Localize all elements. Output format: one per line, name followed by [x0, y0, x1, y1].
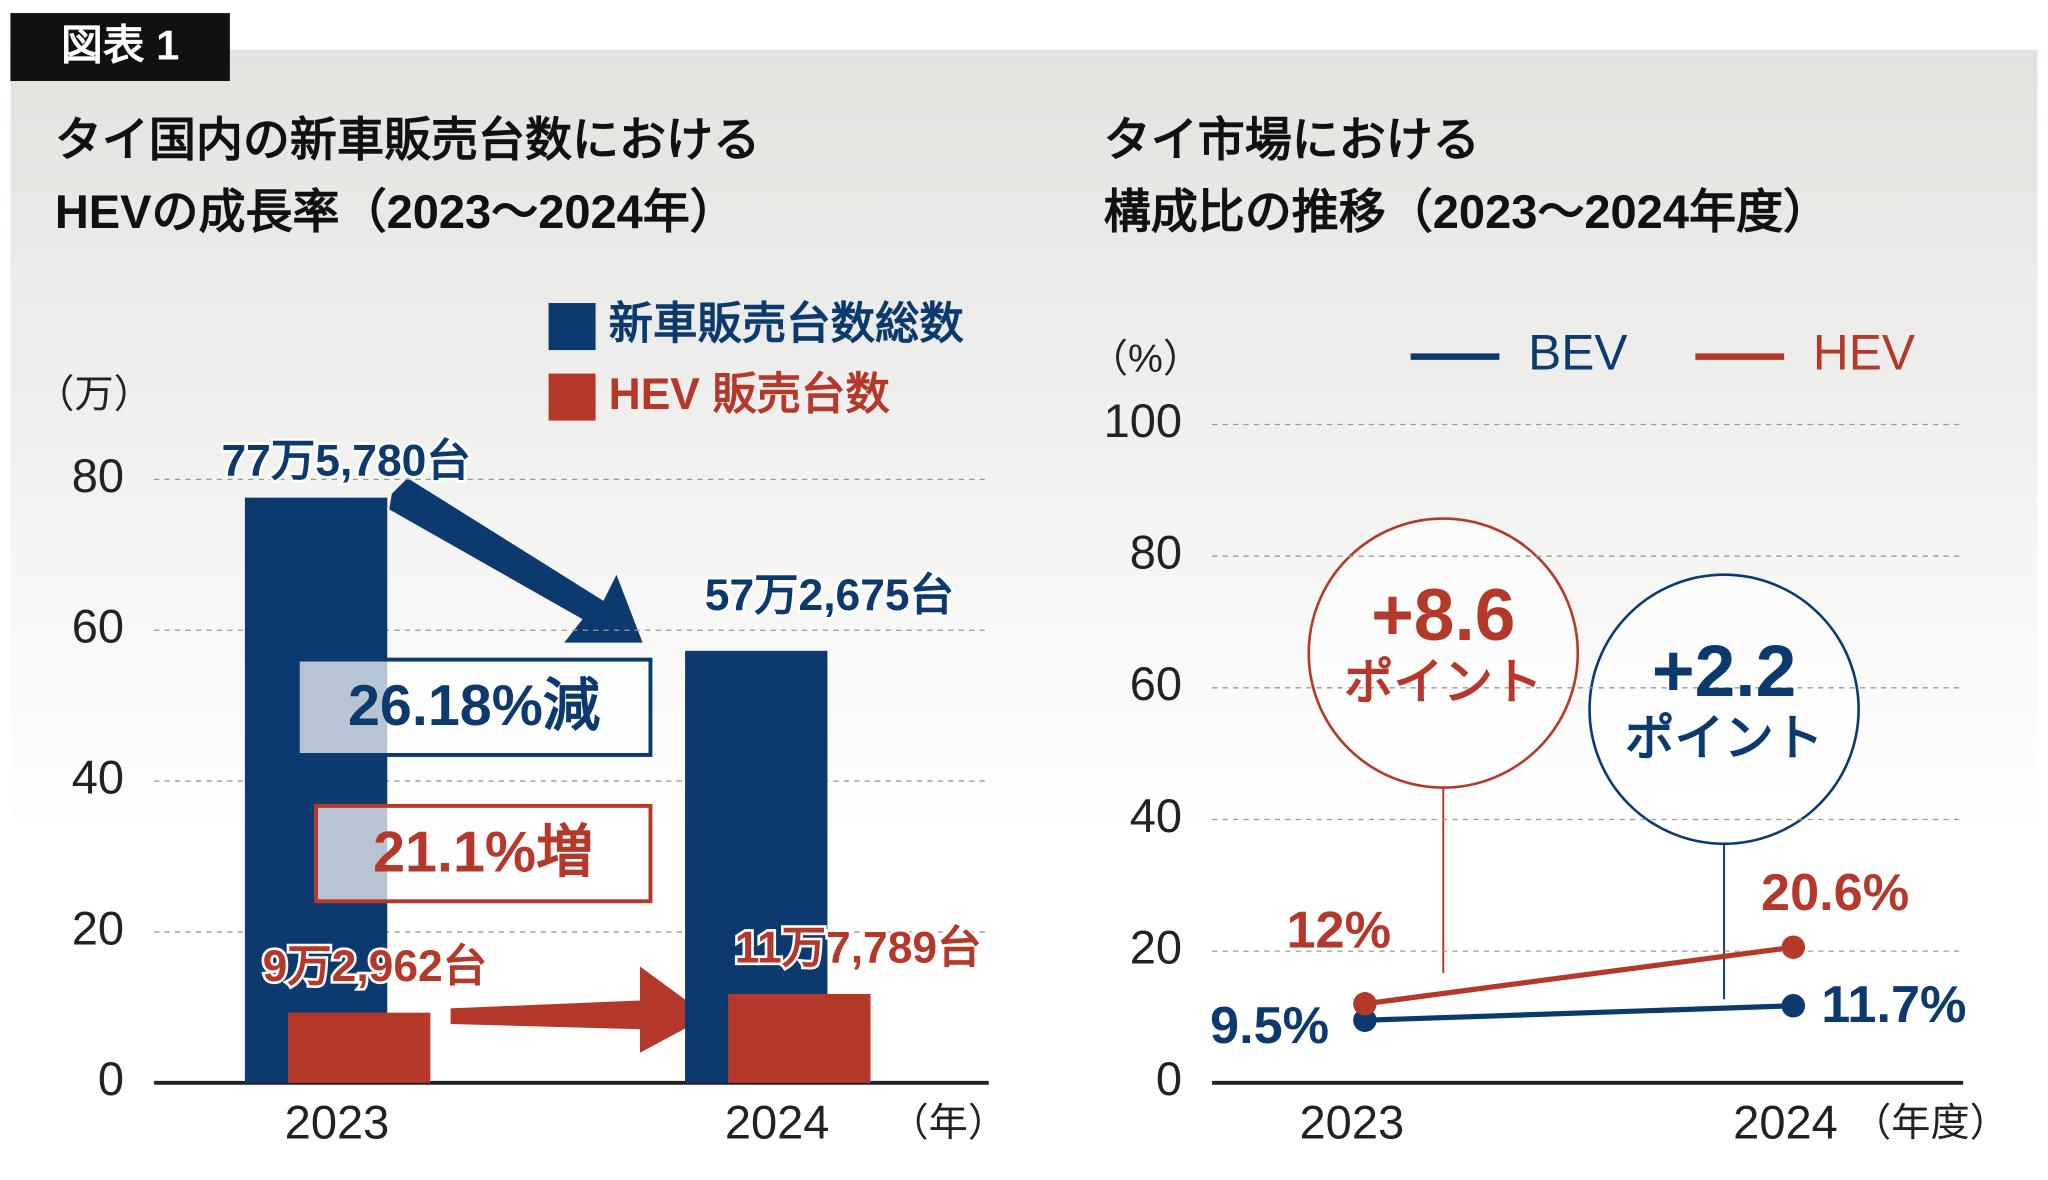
- value-label: 11.7%: [1821, 976, 1966, 1034]
- x-axis-label: （年）: [889, 1102, 1007, 1145]
- y-tick-label: 20: [72, 901, 124, 954]
- callout-circle: [1307, 517, 1580, 789]
- legend-swatch: [548, 303, 596, 351]
- annotation: 26.18%減: [348, 674, 600, 738]
- figure-label-box: [10, 13, 230, 82]
- y-tick-label: 0: [1156, 1052, 1182, 1105]
- growth-arrow: [450, 966, 708, 1053]
- legend-label: BEV: [1528, 325, 1627, 381]
- x-axis-label: （年度）: [1852, 1102, 2009, 1145]
- y-tick-label: 0: [98, 1052, 124, 1105]
- annotation: +8.6: [1371, 575, 1515, 656]
- legend-label: HEV: [1813, 325, 1915, 381]
- charts: タイ国内の新車販売台数における HEVの成長率（2023～2024年） （万） （年）…: [35, 113, 2009, 1148]
- point: [1781, 994, 1806, 1018]
- annotation: 21.1%増: [373, 820, 593, 884]
- point: [1353, 1008, 1377, 1033]
- y-axis-label: （万）: [35, 373, 153, 416]
- annotation-sub: ポイント: [1344, 654, 1543, 710]
- y-tick-label: 80: [72, 449, 124, 502]
- annotation-box: [295, 657, 653, 757]
- chart-title: タイ市場における: [1104, 113, 1480, 166]
- line: [1364, 944, 1794, 1007]
- value-label: 11万7,789台: [735, 924, 982, 973]
- value-label: 12%: [1287, 902, 1392, 960]
- legend-label: HEV 販売台数: [609, 370, 891, 419]
- legend-label: 新車販売台数総数: [609, 299, 965, 348]
- point: [1353, 992, 1377, 1016]
- y-tick-label: 100: [1104, 394, 1182, 447]
- y-tick-label: 40: [1130, 789, 1182, 842]
- legend-swatch: [548, 373, 596, 421]
- y-tick-label: 20: [1130, 921, 1182, 974]
- chart-title: タイ国内の新車販売台数における: [55, 113, 760, 166]
- point: [1781, 935, 1806, 959]
- value-label: 57万2,675台: [705, 571, 954, 620]
- callout-circle: [1588, 573, 1860, 846]
- x-tick-label: 2023: [1300, 1095, 1405, 1148]
- y-tick-label: 60: [72, 600, 124, 653]
- figure-label: 図表 1: [61, 21, 179, 68]
- bar: [244, 497, 388, 1083]
- annotation-box: [314, 803, 653, 904]
- value-label: 9.5%: [1210, 997, 1329, 1055]
- x-tick-label: 2024: [1733, 1095, 1838, 1148]
- value-label: 20.6%: [1761, 864, 1909, 922]
- bar: [728, 993, 871, 1083]
- x-tick-label: 2024: [725, 1095, 830, 1148]
- x-tick-label: 2023: [285, 1095, 390, 1148]
- y-tick-label: 60: [1130, 657, 1182, 710]
- y-tick-label: 40: [72, 751, 124, 804]
- value-label: 9万2,962台: [263, 942, 488, 991]
- y-axis-label: （%）: [1089, 338, 1202, 381]
- annotation: +2.2: [1652, 631, 1796, 712]
- line: [1364, 1003, 1794, 1023]
- value-label: 77万5,780台: [221, 436, 470, 485]
- annotation-sub: ポイント: [1625, 710, 1824, 766]
- decline-arrow: [389, 478, 643, 643]
- bar: [288, 1012, 431, 1083]
- chart-title: 構成比の推移（2023～2024年度）: [1104, 185, 1830, 238]
- y-tick-label: 80: [1130, 526, 1182, 579]
- chart-title: HEVの成長率（2023～2024年）: [55, 185, 737, 238]
